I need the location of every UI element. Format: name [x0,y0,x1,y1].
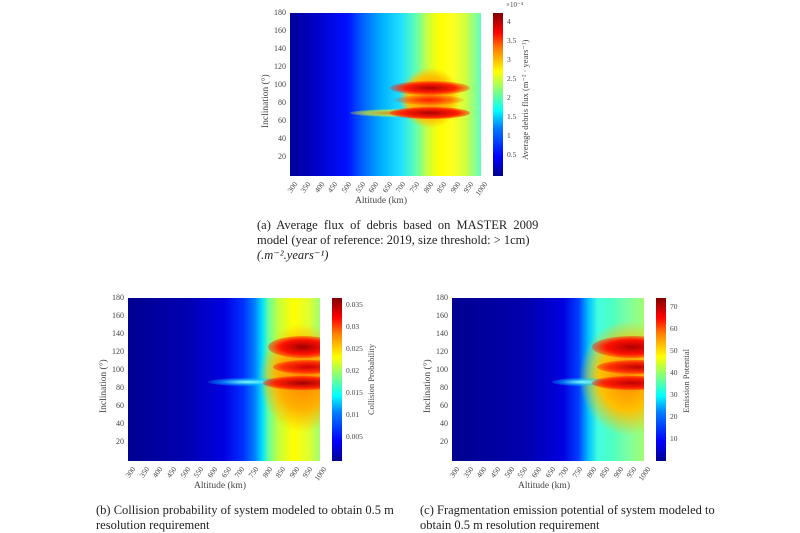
caption-b-line2: resolution requirement [96,518,210,532]
colorbar-label-c: Emission Potential [681,349,691,413]
caption-c-line1: (c) Fragmentation emission potential of … [420,503,715,517]
colorbar-a [493,13,503,176]
x-axis-label-c: Altitude (km) [518,481,570,491]
caption-b-line1: (b) Collision probability of system mode… [96,503,394,517]
y-axis-label-b: Inclination (°) [99,359,109,413]
caption-b: (b) Collision probability of system mode… [96,503,396,533]
caption-a-line1: (a) Average flux of debris based on MAST… [257,218,539,232]
heatmap-a [290,13,481,176]
colorbar-label-a: Average debris flux (m⁻² · years⁻¹) [520,39,530,160]
caption-c-line2: obtain 0.5 m resolution requirement [420,518,600,532]
caption-a-line3: (.m⁻².years⁻¹) [257,248,329,262]
colorbar-label-b: Collision Probability [366,343,376,415]
colorbar-exponent-a: ×10⁻⁴ [506,1,524,9]
y-axis-label-c: Inclination (°) [423,359,433,413]
caption-c: (c) Fragmentation emission potential of … [420,503,730,533]
caption-a: (a) Average flux of debris based on MAST… [257,218,553,263]
colorbar-c [656,298,666,461]
y-axis-label-a: Inclination (°) [261,74,271,128]
heatmap-c [452,298,644,461]
x-axis-label-a: Altitude (km) [355,196,407,206]
x-axis-label-b: Altitude (km) [194,481,246,491]
colorbar-b [332,298,342,461]
caption-a-line2: model (year of reference: 2019, size thr… [257,233,530,247]
heatmap-b [128,298,320,461]
